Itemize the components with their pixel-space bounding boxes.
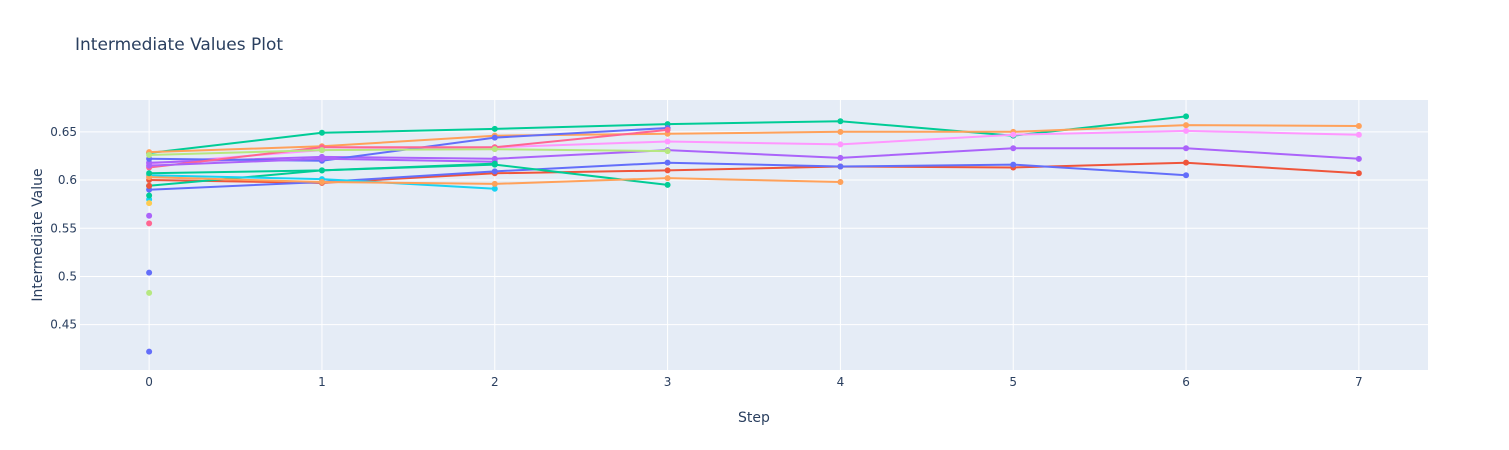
data-point[interactable] (1010, 145, 1017, 152)
x-tick-label: 0 (145, 375, 153, 389)
x-tick-label: 1 (318, 375, 326, 389)
data-point[interactable] (664, 159, 671, 166)
data-point[interactable] (146, 289, 153, 296)
data-point[interactable] (491, 125, 498, 132)
trial-series (146, 146, 671, 158)
trial-series (146, 269, 153, 276)
data-point[interactable] (146, 162, 153, 169)
trial-series (146, 200, 153, 207)
trial-series (146, 174, 844, 187)
data-point[interactable] (318, 178, 325, 185)
data-point[interactable] (837, 178, 844, 185)
y-tick-label: 0.65 (50, 125, 77, 139)
data-point[interactable] (1183, 172, 1190, 179)
trial-series (146, 182, 153, 189)
series-line (149, 124, 1359, 154)
x-axis-ticks: 0 1 2 3 4 5 6 7 (145, 375, 1362, 389)
data-point[interactable] (146, 170, 153, 177)
series-group (146, 113, 1362, 355)
data-point[interactable] (491, 160, 498, 167)
data-point[interactable] (837, 118, 844, 125)
chart-title: Intermediate Values Plot (75, 35, 283, 55)
trial-series (146, 212, 153, 219)
x-tick-label: 2 (491, 375, 499, 389)
data-point[interactable] (1355, 155, 1362, 162)
data-point[interactable] (664, 126, 671, 133)
data-point[interactable] (318, 129, 325, 136)
y-axis-ticks: 0.45 0.5 0.55 0.6 0.65 (50, 125, 77, 332)
data-point[interactable] (146, 200, 153, 207)
data-point[interactable] (837, 154, 844, 161)
data-point[interactable] (1183, 122, 1190, 129)
trial-series (146, 160, 498, 177)
trial-series (146, 348, 153, 355)
data-point[interactable] (1183, 127, 1190, 134)
data-point[interactable] (146, 212, 153, 219)
y-tick-label: 0.5 (58, 269, 77, 283)
data-point[interactable] (146, 269, 153, 276)
data-point[interactable] (491, 185, 498, 192)
x-tick-label: 4 (837, 375, 845, 389)
data-point[interactable] (146, 182, 153, 189)
x-tick-label: 5 (1009, 375, 1017, 389)
y-tick-label: 0.45 (50, 318, 77, 332)
series-line (148, 128, 668, 169)
data-point[interactable] (1010, 161, 1017, 168)
series-line (149, 148, 668, 156)
x-axis-label: Step (738, 410, 770, 426)
data-point[interactable] (664, 138, 671, 145)
data-point[interactable] (837, 141, 844, 148)
trial-series (146, 289, 153, 296)
data-point[interactable] (146, 220, 153, 227)
data-point[interactable] (664, 167, 671, 174)
data-point[interactable] (837, 128, 844, 135)
y-tick-label: 0.6 (58, 173, 77, 187)
data-point[interactable] (1183, 113, 1190, 120)
data-point[interactable] (491, 180, 498, 187)
data-point[interactable] (1355, 123, 1362, 130)
data-point[interactable] (146, 348, 153, 355)
y-axis-label: Intermediate Value (30, 168, 46, 301)
trial-series (146, 192, 153, 199)
data-point[interactable] (1183, 145, 1190, 152)
x-tick-label: 6 (1182, 375, 1190, 389)
data-point[interactable] (146, 151, 153, 158)
x-tick-label: 7 (1355, 375, 1363, 389)
data-point[interactable] (318, 155, 325, 162)
data-point[interactable] (146, 192, 153, 199)
data-point[interactable] (1355, 170, 1362, 177)
data-point[interactable] (318, 147, 325, 154)
data-point[interactable] (1010, 131, 1017, 138)
data-point[interactable] (664, 175, 671, 182)
data-point[interactable] (491, 134, 498, 141)
data-point[interactable] (491, 146, 498, 153)
data-point[interactable] (491, 168, 498, 175)
data-point[interactable] (1355, 131, 1362, 138)
data-point[interactable] (837, 163, 844, 170)
data-point[interactable] (318, 167, 325, 174)
data-point[interactable] (664, 148, 671, 155)
y-tick-label: 0.55 (50, 221, 77, 235)
data-point[interactable] (664, 181, 671, 188)
plot-area (80, 100, 1428, 370)
x-tick-label: 3 (664, 375, 672, 389)
trial-series (146, 220, 153, 227)
data-point[interactable] (1183, 159, 1190, 166)
